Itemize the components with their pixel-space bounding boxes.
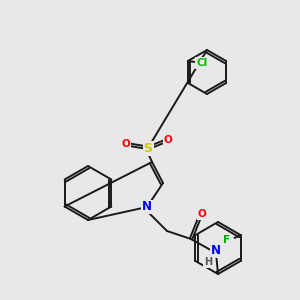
Text: Cl: Cl [196, 58, 208, 68]
Text: O: O [198, 209, 206, 219]
Text: S: S [143, 142, 152, 154]
Text: N: N [142, 200, 152, 214]
Text: O: O [164, 135, 172, 145]
Text: O: O [122, 139, 130, 149]
Text: N: N [211, 244, 221, 257]
Text: F: F [223, 235, 230, 245]
Text: H: H [204, 257, 212, 267]
